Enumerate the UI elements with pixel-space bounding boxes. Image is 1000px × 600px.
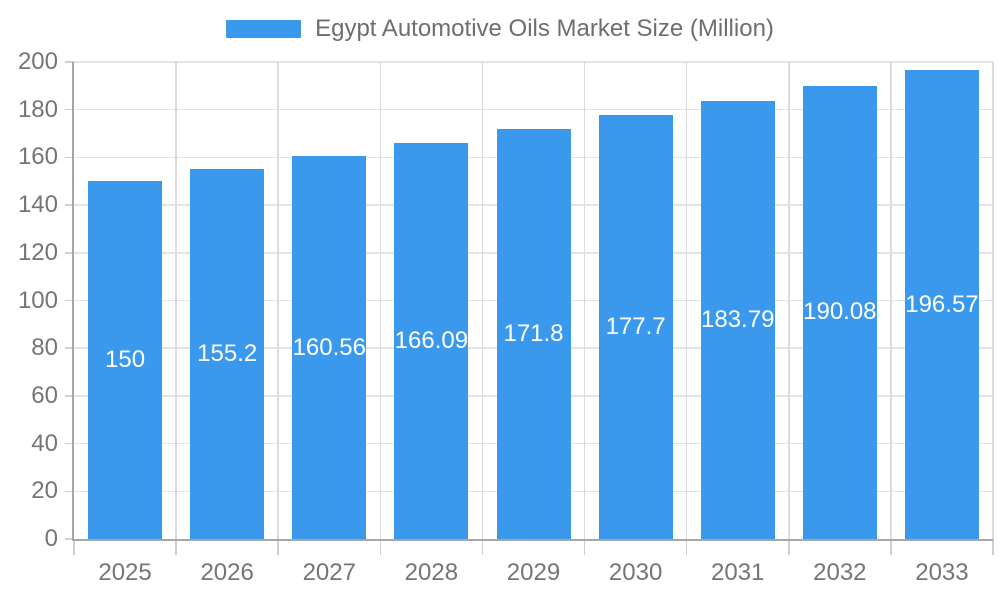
y-axis-line <box>72 62 74 541</box>
x-axis-line <box>72 539 993 541</box>
y-axis-tick <box>65 442 74 445</box>
y-tick-label: 180 <box>17 95 58 123</box>
v-gridline <box>379 62 382 539</box>
x-tick-label: 2033 <box>915 559 969 586</box>
y-axis-tick <box>65 490 74 493</box>
x-axis-tick <box>788 539 790 555</box>
y-tick-label: 200 <box>17 48 58 75</box>
x-axis-tick <box>685 539 688 555</box>
x-axis-tick <box>73 539 75 555</box>
y-tick-label: 60 <box>31 381 58 409</box>
x-tick-label: 2028 <box>404 559 459 586</box>
y-tick-label: 140 <box>17 191 58 219</box>
v-gridline <box>890 62 892 539</box>
v-gridline <box>175 62 177 539</box>
y-axis-tick <box>65 395 74 397</box>
bar-value-label: 196.57 <box>905 290 979 318</box>
v-gridline <box>685 62 688 539</box>
x-axis-tick <box>890 539 892 555</box>
y-axis-tick <box>65 347 74 349</box>
y-tick-label: 0 <box>44 525 58 552</box>
legend-label: Egypt Automotive Oils Market Size (Milli… <box>315 15 774 42</box>
y-tick-label: 160 <box>17 143 58 171</box>
bar[interactable] <box>904 70 979 539</box>
v-gridline <box>277 62 279 539</box>
x-axis-tick <box>277 539 279 555</box>
bar-value-label: 183.79 <box>701 305 775 333</box>
y-tick-label: 100 <box>17 286 58 314</box>
y-tick-label: 120 <box>17 238 58 266</box>
x-axis-tick <box>583 539 586 555</box>
x-axis-tick <box>992 539 994 555</box>
bar-value-label: 150 <box>105 346 146 374</box>
x-axis-tick <box>175 539 177 555</box>
x-tick-label: 2027 <box>302 559 356 586</box>
y-tick-label: 40 <box>31 429 58 457</box>
bar-value-label: 177.7 <box>605 313 666 341</box>
h-gridline <box>74 108 993 111</box>
y-axis-tick <box>65 538 74 540</box>
legend-swatch <box>226 20 302 38</box>
x-tick-label: 2026 <box>200 559 254 586</box>
h-gridline <box>74 61 993 63</box>
y-axis-tick <box>65 299 74 302</box>
bar[interactable] <box>700 100 775 539</box>
y-axis-tick <box>65 156 74 159</box>
y-tick-label: 20 <box>31 477 58 505</box>
bar-value-label: 190.08 <box>803 298 877 326</box>
x-tick-label: 2025 <box>98 559 152 586</box>
x-tick-label: 2029 <box>506 559 561 586</box>
x-axis-tick <box>379 539 382 555</box>
y-axis-tick <box>65 61 74 63</box>
y-axis-tick <box>65 204 74 206</box>
v-gridline <box>583 62 586 539</box>
bar[interactable] <box>802 85 877 539</box>
x-tick-label: 2032 <box>813 559 867 586</box>
x-axis-tick <box>481 539 484 555</box>
bar-value-label: 171.8 <box>503 320 564 348</box>
y-axis-tick <box>65 252 74 254</box>
bar[interactable] <box>496 129 571 539</box>
bar-value-label: 160.56 <box>292 333 366 361</box>
bar[interactable] <box>292 156 367 539</box>
y-tick-label: 80 <box>31 334 58 362</box>
x-tick-label: 2031 <box>711 559 765 586</box>
bar[interactable] <box>88 181 163 539</box>
bar-value-label: 166.09 <box>394 326 469 354</box>
bar-value-label: 155.2 <box>197 339 258 367</box>
v-gridline <box>788 62 790 539</box>
v-gridline <box>481 62 484 539</box>
y-axis-tick <box>65 108 74 111</box>
x-tick-label: 2030 <box>608 559 663 586</box>
bar[interactable] <box>394 142 469 539</box>
chart-legend[interactable]: Egypt Automotive Oils Market Size (Milli… <box>0 15 1000 43</box>
bar[interactable] <box>598 115 673 539</box>
bar[interactable] <box>190 168 265 539</box>
v-gridline <box>992 62 994 539</box>
